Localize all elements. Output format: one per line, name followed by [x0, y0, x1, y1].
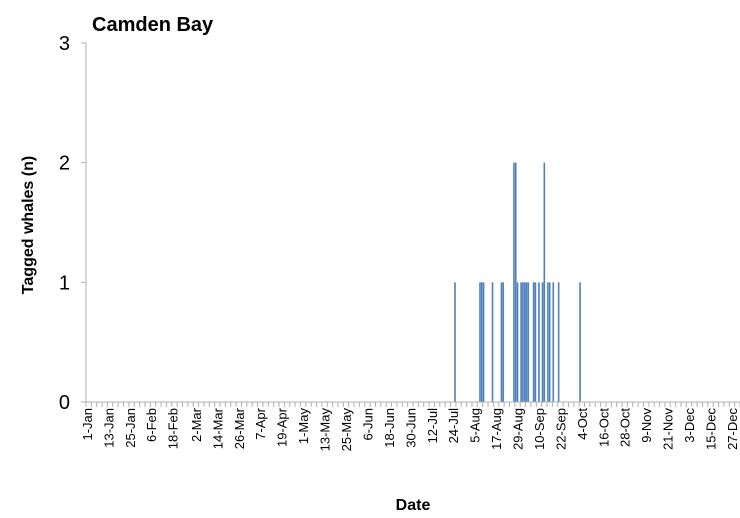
- bar: [534, 282, 537, 402]
- x-tick-label: 3-Dec: [682, 408, 697, 443]
- bar: [552, 282, 555, 402]
- bar: [579, 282, 581, 402]
- bar: [500, 282, 503, 402]
- bar: [479, 282, 481, 402]
- x-tick-label: 2-Mar: [189, 407, 204, 442]
- x-tick-label: 26-Mar: [232, 407, 247, 449]
- bar: [502, 282, 505, 402]
- x-tick-label: 13-Jan: [101, 408, 116, 448]
- x-tick-label: 22-Sep: [553, 408, 568, 450]
- x-tick-label: 30-Jun: [403, 408, 418, 448]
- bar: [541, 282, 544, 402]
- bars: [454, 162, 581, 402]
- bar: [520, 282, 522, 402]
- y-tick-label: 2: [59, 153, 70, 175]
- y-axis-title: Tagged whales (n): [20, 156, 37, 294]
- x-tick-label: 18-Jun: [382, 408, 397, 448]
- bar: [547, 282, 549, 402]
- x-tick-label: 17-Aug: [489, 408, 504, 450]
- bar: [514, 162, 517, 402]
- x-tick-label: 13-May: [318, 408, 333, 452]
- x-tick-label: 29-Aug: [511, 408, 526, 450]
- chart-title: Camden Bay: [92, 14, 214, 36]
- bar: [491, 282, 494, 402]
- x-tick-label: 14-Mar: [210, 407, 225, 449]
- bar: [522, 282, 524, 402]
- y-tick-label: 1: [59, 272, 70, 294]
- x-tick-label: 10-Sep: [532, 408, 547, 450]
- bar: [532, 282, 535, 402]
- bar: [523, 282, 526, 402]
- bar: [482, 282, 485, 402]
- bar: [548, 282, 551, 402]
- bar: [538, 282, 540, 402]
- x-tick-label: 25-Jan: [123, 408, 138, 448]
- bar: [543, 162, 546, 402]
- y-tick-label: 0: [59, 392, 70, 414]
- x-tick-label: 27-Dec: [725, 408, 740, 450]
- bar: [516, 282, 519, 402]
- x-tick-label: 24-Jul: [446, 408, 461, 444]
- bar: [480, 282, 483, 402]
- x-tick-label: 4-Oct: [575, 408, 590, 440]
- x-tick-label: 12-Jul: [425, 408, 440, 444]
- x-tick-label: 1-Jan: [80, 408, 95, 441]
- x-tick-label: 28-Oct: [618, 408, 633, 447]
- x-tick-label: 15-Dec: [704, 408, 719, 450]
- bar: [557, 282, 560, 402]
- y-axis: 0 1 2 3: [59, 33, 87, 414]
- x-axis: 1-Jan 13-Jan 25-Jan 6-Feb 18-Feb 2-Mar 14-Mar 2…: [80, 401, 740, 452]
- x-tick-label: 9-Nov: [639, 408, 654, 443]
- x-tick-label: 6-Feb: [144, 408, 159, 442]
- x-tick-label: 16-Oct: [596, 408, 611, 447]
- x-tick-label: 18-Feb: [166, 408, 181, 449]
- x-tick-label: 5-Aug: [468, 408, 483, 443]
- bar: [513, 162, 515, 402]
- x-tick-label: 7-Apr: [253, 407, 268, 439]
- x-tick-label: 25-May: [339, 408, 354, 452]
- x-tick-label: 21-Nov: [661, 408, 676, 450]
- x-axis-title: Date: [396, 497, 431, 514]
- bar: [527, 282, 530, 402]
- x-tick-label: 1-May: [296, 408, 311, 445]
- x-tick-label: 19-Apr: [275, 407, 290, 447]
- y-tick-label: 3: [59, 33, 70, 55]
- bar: [525, 282, 528, 402]
- x-tick-label: 6-Jun: [360, 408, 375, 441]
- bar: [454, 282, 456, 402]
